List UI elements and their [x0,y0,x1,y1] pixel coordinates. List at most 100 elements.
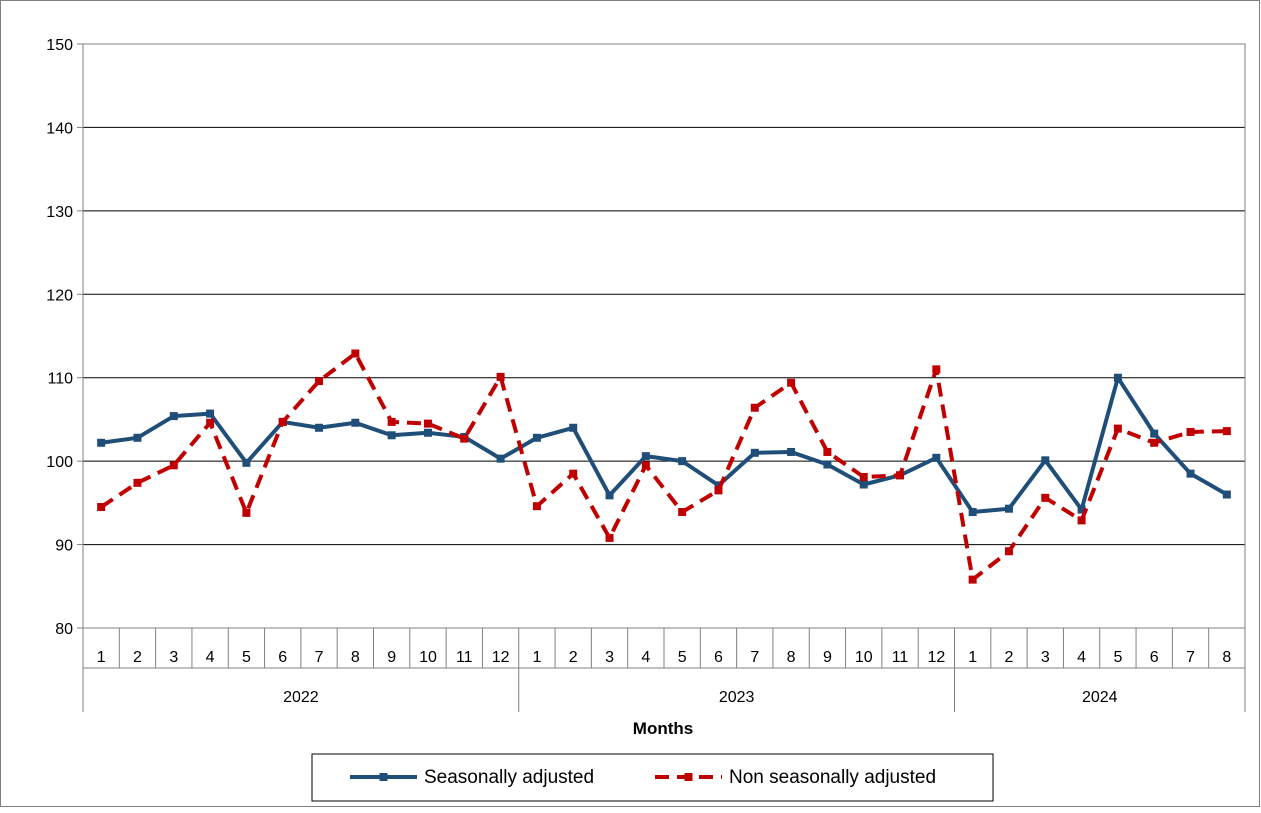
legend-marker [379,773,388,781]
x-tick-label-month: 5 [678,649,687,666]
x-tick-label-year: 2023 [719,689,755,706]
y-tick-label: 110 [47,371,73,388]
y-axis: 80 90 100 110 120 130 140 150 [46,37,83,638]
series-line-1 [100,375,1228,515]
data-point [859,472,868,481]
x-tick-label-month: 7 [750,649,759,666]
data-point [1077,505,1086,514]
x-tick-label-month: 6 [714,649,723,666]
data-point [133,433,142,442]
data-point [714,481,723,490]
x-tick-label-month: 2 [133,649,142,666]
data-point [823,447,832,456]
data-point [315,423,324,432]
x-tick-label-month: 9 [823,649,832,666]
x-tick-label-month: 3 [169,649,178,666]
x-tick-label-month: 2 [569,649,578,666]
data-point [1150,429,1159,438]
x-axis: 1 2 3 4 5 6 7 8 9 10 11 12 1 2 3 4 5 6 7 8 9 10 11 12 1 2 3 4 5 6 7 820… [82,628,1246,712]
y-tick-label: 100 [46,454,73,471]
x-tick-label-month: 3 [1041,649,1050,666]
data-point [605,491,614,500]
x-tick-label-month: 1 [97,649,106,666]
data-point [605,533,614,542]
data-point [1113,424,1122,433]
data-point [896,471,905,480]
data-point [569,469,578,478]
x-tick-label-month: 10 [855,649,873,666]
data-point [351,349,360,358]
data-point [678,457,687,466]
data-point [532,433,541,442]
data-point [1186,469,1195,478]
x-tick-label-month: 1 [532,649,541,666]
data-point [968,508,977,517]
data-point [968,575,977,584]
data-point [787,447,796,456]
data-point [242,508,251,517]
data-point [1077,516,1086,525]
x-tick-label-month: 7 [315,649,324,666]
x-tick-label-month: 4 [1077,649,1086,666]
data-point [859,480,868,489]
legend-box [311,753,994,802]
data-point [932,365,941,374]
data-point [423,419,432,428]
data-point [1041,493,1050,502]
legend-label-2: Non seasonally adjusted [729,767,936,788]
data-point [932,453,941,462]
data-point [750,403,759,412]
data-point [1222,490,1231,499]
data-point [496,372,505,381]
x-tick-label-year: 2022 [283,689,319,706]
data-point [278,417,287,426]
x-tick-label-month: 3 [605,649,614,666]
data-point [714,486,723,495]
data-point [206,409,215,418]
x-tick-label-month: 1 [968,649,977,666]
data-point [1004,547,1013,556]
x-tick-label-month: 8 [1222,649,1231,666]
data-point [641,452,650,461]
x-tick-label-month: 10 [419,649,437,666]
y-tick-label: 80 [55,621,73,638]
x-tick-label-month: 6 [278,649,287,666]
data-point [97,503,106,512]
data-point [1150,438,1159,447]
data-point [460,434,469,443]
y-tick-label: 120 [46,287,73,304]
x-tick-label-month: 2 [1005,649,1014,666]
x-tick-label-month: 6 [1150,649,1159,666]
y-tick-label: 130 [46,204,73,221]
data-point [133,478,142,487]
x-tick-label-month: 4 [641,649,650,666]
data-point [387,431,396,440]
x-tick-label-month: 9 [387,649,396,666]
data-point [169,412,178,421]
data-point [1186,427,1195,436]
x-tick-label-month: 5 [1113,649,1122,666]
x-tick-label-month: 4 [206,649,215,666]
data-point [750,448,759,457]
data-point [496,454,505,463]
x-tick-label-month: 8 [351,649,360,666]
data-point [678,508,687,517]
data-point [387,417,396,426]
x-axis-title: Months [633,719,693,738]
data-point [423,428,432,437]
x-tick-label-year: 2024 [1082,689,1118,706]
data-point [169,461,178,470]
series-lines [97,349,1231,584]
data-point [351,418,360,427]
data-point [1004,504,1013,513]
x-tick-label-month: 5 [242,649,251,666]
data-point [1113,373,1122,382]
legend-label-1: Seasonally adjusted [424,767,594,788]
y-tick-label: 90 [55,538,73,555]
data-point [97,438,106,447]
legend-marker [684,773,693,781]
data-point [787,378,796,387]
